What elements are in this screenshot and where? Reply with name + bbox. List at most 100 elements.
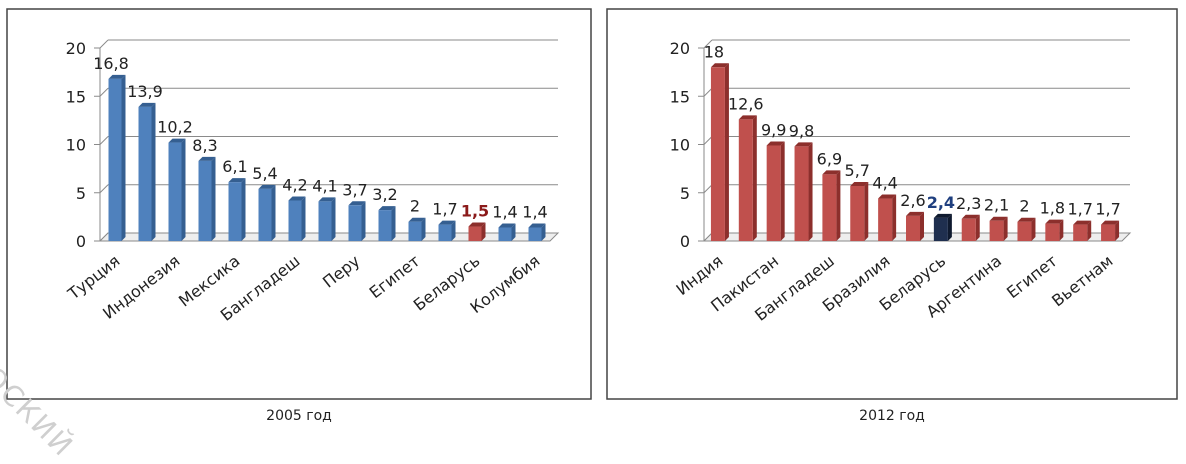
bar [169,143,182,241]
bar-side [362,201,366,241]
data-label: 9,9 [761,120,786,139]
bar-side [753,115,757,241]
bar-side [152,103,156,241]
y-tick-label: 0 [680,232,690,251]
caption-2012: 2012 год [606,408,1178,424]
gridline-diag [100,185,108,193]
gridline-diag [704,185,712,193]
bar [229,182,242,241]
bar [767,145,781,241]
bar-side [892,195,896,241]
x-tick-label: Перу [319,251,363,292]
gridline-diag [704,137,712,145]
bar [109,79,122,241]
bar-side [725,63,729,241]
data-label: 5,7 [845,161,870,180]
bar [878,199,892,241]
bar [906,216,920,241]
bar-side [182,139,186,241]
bar [499,227,512,241]
data-label: 2,1 [984,196,1009,215]
data-label: 18 [704,42,724,61]
y-tick-label: 10 [670,136,690,155]
data-label: 8,3 [192,136,217,155]
bar [739,119,753,241]
data-label: 4,4 [872,174,897,193]
bar-side [1031,218,1035,241]
bar [199,161,212,241]
bar [1017,222,1031,241]
data-label: 4,1 [312,176,337,195]
bar [962,219,976,241]
bar-side [332,197,336,241]
gridline-diag [100,137,108,145]
bar [990,221,1004,241]
data-label: 10,2 [157,118,193,137]
data-label: 1,4 [492,202,517,221]
bar [850,186,864,241]
gridline-diag [100,88,108,96]
bar-side [781,141,785,241]
data-label: 1,7 [1067,200,1092,219]
y-tick-label: 10 [66,136,86,155]
bar-side [242,178,246,241]
data-label: 13,9 [127,82,163,101]
data-label: 1,5 [461,202,489,221]
data-label: 12,6 [728,94,764,113]
bar [349,205,362,241]
y-tick-label: 20 [66,39,86,58]
bar [795,146,809,241]
data-label: 9,8 [789,121,814,140]
bar-side [948,214,952,241]
bar [439,225,452,241]
caption-2005: 2005 год [6,408,592,424]
bar [409,222,422,241]
chart-panel-2005: 0 5 10 15 20 16,8 13,9 10,2 8,3 6,1 5,4 4,2 4,1 3,7 3,… [6,8,592,400]
data-label: 6,9 [817,149,842,168]
data-label: 6,1 [222,157,247,176]
bar-side [836,170,840,241]
bar-side [422,218,426,241]
data-label: 2 [410,197,420,216]
y-tick-label: 5 [76,184,86,203]
data-label: 16,8 [93,54,129,73]
data-label: 2,6 [900,191,925,210]
data-label: 3,7 [342,180,367,199]
bar [934,218,948,241]
bar-side [272,185,276,241]
bar [711,67,725,241]
data-label: 2 [1019,197,1029,216]
bar-side [1004,217,1008,241]
data-label: 1,7 [432,200,457,219]
bar-chart-2005: 0 5 10 15 20 16,8 13,9 10,28,3 6,1 5,4 4,2 4,1 3,7 3,… [6,8,592,400]
y-tick-label: 5 [680,184,690,203]
bar-side [976,215,980,241]
bar [259,189,272,241]
bar-side [809,142,813,241]
y-tick-label: 20 [670,39,690,58]
bar [319,201,332,241]
bar-chart-2012: 05101520 1812,69,9 9,86,95,74,42,6 2,4 2,3 2,… [606,8,1178,400]
chart-panel-2012: 0 5 10 15 20 18 12,6 9,9 9,8 6,9 5,7 4,4 2,6 2,4 2,3 2,… [606,8,1178,400]
gridline-diag [704,88,712,96]
y-tick-label: 0 [76,232,86,251]
bar-side [864,182,868,241]
data-label: 5,4 [252,164,277,183]
bar [1045,224,1059,241]
bar [469,227,482,241]
bar [1101,225,1115,241]
data-label: 2,4 [927,193,955,212]
bar-side [212,157,216,241]
data-label: 3,2 [372,185,397,204]
bar [529,227,542,241]
data-label: 1,8 [1040,199,1065,218]
y-tick-label: 15 [66,87,86,106]
y-tick-label: 15 [670,87,690,106]
data-label: 1,7 [1095,200,1120,219]
x-tick-label: Вьетнам [1048,251,1116,310]
bar [822,174,836,241]
bar [379,210,392,241]
data-label: 4,2 [282,175,307,194]
bar-side [122,75,126,241]
bar [139,107,152,241]
